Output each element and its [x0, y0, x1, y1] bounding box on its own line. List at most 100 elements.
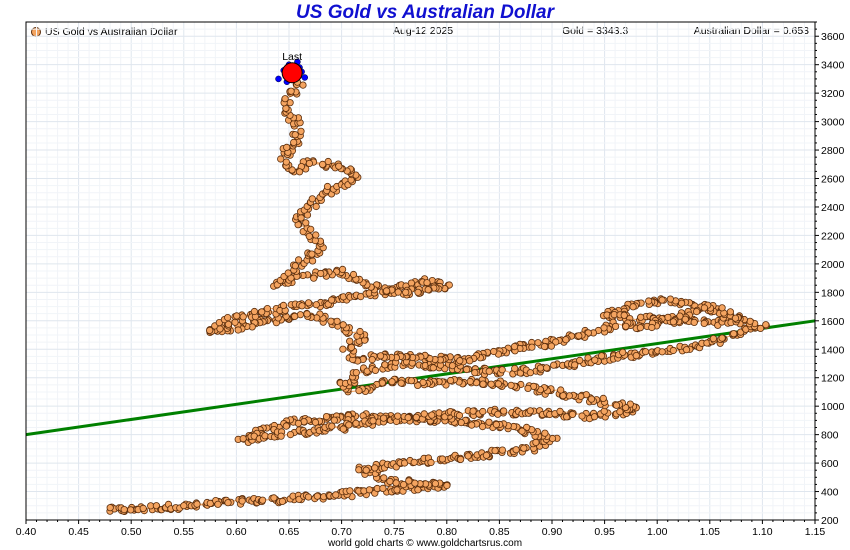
data-point	[526, 369, 535, 377]
data-point	[718, 304, 726, 312]
data-point	[233, 312, 241, 320]
data-point	[380, 474, 388, 482]
data-point	[552, 338, 560, 346]
data-point	[339, 425, 347, 433]
data-point	[641, 348, 650, 356]
data-point	[471, 369, 479, 377]
data-point	[518, 427, 526, 435]
data-point	[562, 336, 570, 344]
gold-price-readout: Gold = 3343.3	[562, 25, 629, 37]
x-tick-label: 0.85	[489, 526, 510, 538]
y-tick-label: 1600	[821, 316, 845, 328]
data-point	[575, 332, 583, 340]
data-point	[469, 407, 477, 415]
data-point	[224, 313, 232, 322]
data-point	[762, 321, 770, 329]
data-point	[291, 262, 299, 270]
data-point	[346, 337, 354, 345]
data-point	[636, 324, 645, 332]
source-footer: world gold charts © www.goldchartsrus.co…	[327, 538, 523, 549]
data-point	[286, 430, 295, 439]
data-point	[611, 322, 620, 330]
data-point	[599, 394, 607, 402]
data-point	[365, 486, 373, 494]
y-tick-label: 1200	[821, 373, 845, 385]
data-point	[393, 486, 401, 494]
data-point	[568, 410, 577, 418]
x-tick-label: 1.10	[752, 526, 773, 538]
data-point	[690, 318, 698, 326]
data-point	[352, 419, 360, 427]
data-point	[394, 288, 402, 296]
data-point	[345, 421, 353, 429]
data-point	[388, 378, 396, 386]
data-point	[424, 286, 432, 294]
data-point	[327, 296, 336, 304]
data-point	[330, 416, 338, 424]
data-point	[526, 407, 534, 415]
y-axis-ticks: 200 400 600 800 1000 1200 1400 1600 1800 2000 2200…	[815, 21, 845, 527]
y-tick-label: 3600	[821, 31, 845, 43]
y-tick-label: 2000	[821, 259, 845, 271]
data-point	[355, 466, 363, 474]
data-point	[369, 417, 377, 425]
data-point	[324, 157, 332, 166]
data-point	[629, 303, 637, 311]
data-point	[464, 452, 472, 460]
data-point	[466, 377, 474, 386]
data-point	[333, 317, 341, 325]
data-point	[263, 304, 271, 313]
data-point	[427, 458, 435, 467]
data-point	[540, 342, 549, 351]
data-point	[294, 256, 303, 264]
data-point	[541, 429, 549, 437]
data-point	[731, 314, 740, 322]
data-point	[490, 347, 498, 356]
data-point	[578, 412, 586, 420]
data-point	[310, 274, 318, 282]
data-point	[616, 408, 624, 416]
x-tick-label: 0.90	[542, 526, 563, 538]
data-point	[349, 270, 358, 279]
data-point	[299, 81, 307, 89]
data-point	[258, 308, 266, 316]
data-point	[278, 497, 286, 505]
x-tick-label: 0.65	[279, 526, 300, 538]
x-tick-label: 0.50	[121, 526, 142, 538]
data-point	[462, 365, 471, 374]
data-point	[676, 312, 684, 320]
data-point	[479, 380, 487, 388]
data-point	[362, 466, 370, 474]
data-point	[692, 307, 701, 316]
data-point	[414, 288, 422, 296]
data-point	[291, 131, 299, 139]
last-point-label: Last	[282, 51, 302, 63]
data-point	[120, 505, 128, 514]
y-tick-label: 400	[821, 487, 839, 499]
data-point	[478, 422, 487, 431]
data-point	[511, 364, 519, 373]
data-point	[261, 432, 269, 440]
data-point	[404, 413, 412, 422]
x-tick-label: 0.95	[594, 526, 615, 538]
data-point	[339, 321, 347, 329]
x-tick-label: 0.75	[384, 526, 405, 538]
data-point	[397, 379, 405, 387]
data-point	[479, 407, 487, 416]
data-point	[412, 413, 420, 421]
data-point	[536, 364, 545, 372]
data-point	[612, 401, 621, 409]
data-point	[485, 367, 493, 375]
data-point	[700, 304, 709, 312]
data-point	[371, 366, 379, 374]
data-point	[290, 138, 298, 146]
data-point	[423, 279, 431, 287]
gridlines	[25, 21, 816, 521]
data-point	[258, 496, 267, 504]
data-point	[277, 155, 285, 163]
y-tick-label: 3400	[821, 60, 845, 72]
x-tick-label: 0.45	[68, 526, 89, 538]
data-point	[494, 380, 502, 388]
data-point	[456, 455, 465, 463]
data-point	[411, 479, 419, 487]
